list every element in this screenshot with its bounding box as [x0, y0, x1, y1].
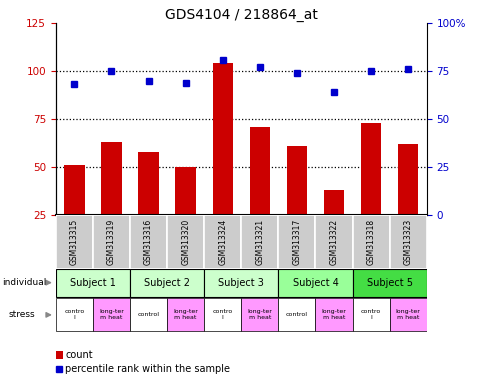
Text: individual: individual — [2, 278, 46, 287]
Text: GSM313322: GSM313322 — [329, 219, 338, 265]
Text: long-ter
m heat: long-ter m heat — [247, 310, 272, 320]
Bar — [286, 146, 306, 263]
Bar — [130, 215, 166, 269]
Text: GSM313324: GSM313324 — [218, 219, 227, 265]
Bar — [130, 270, 204, 297]
Text: Subject 2: Subject 2 — [144, 278, 190, 288]
Text: Subject 1: Subject 1 — [70, 278, 116, 288]
Bar — [249, 127, 270, 263]
Text: GSM313316: GSM313316 — [144, 219, 153, 265]
Text: contro
l: contro l — [212, 310, 232, 320]
Bar — [360, 123, 380, 263]
Text: Subject 5: Subject 5 — [366, 278, 412, 288]
Text: long-ter
m heat: long-ter m heat — [173, 310, 197, 320]
Bar — [389, 298, 426, 331]
Text: GSM313318: GSM313318 — [366, 219, 375, 265]
Bar — [397, 144, 418, 263]
Text: GSM313319: GSM313319 — [106, 219, 116, 265]
Bar — [241, 215, 278, 269]
Bar — [166, 215, 204, 269]
Text: GSM313323: GSM313323 — [403, 219, 412, 265]
Text: control: control — [286, 312, 307, 318]
Bar — [204, 298, 241, 331]
Bar — [93, 298, 130, 331]
Bar — [315, 215, 352, 269]
Bar — [175, 167, 196, 263]
Bar — [166, 298, 204, 331]
Bar — [389, 215, 426, 269]
Text: Subject 3: Subject 3 — [218, 278, 264, 288]
Bar — [56, 270, 130, 297]
Text: GSM313320: GSM313320 — [181, 219, 190, 265]
Bar — [241, 298, 278, 331]
Bar — [278, 215, 315, 269]
Text: long-ter
m heat: long-ter m heat — [99, 310, 123, 320]
Text: long-ter
m heat: long-ter m heat — [321, 310, 346, 320]
Bar — [278, 270, 352, 297]
Text: contro
l: contro l — [64, 310, 84, 320]
Text: long-ter
m heat: long-ter m heat — [395, 310, 420, 320]
Bar — [56, 215, 93, 269]
Text: GSM313321: GSM313321 — [255, 219, 264, 265]
Bar — [352, 270, 426, 297]
Text: stress: stress — [9, 310, 35, 319]
Text: percentile rank within the sample: percentile rank within the sample — [65, 364, 230, 374]
Bar — [352, 298, 389, 331]
Bar — [93, 215, 130, 269]
Text: Subject 4: Subject 4 — [292, 278, 338, 288]
Text: control: control — [137, 312, 159, 318]
Bar — [204, 215, 241, 269]
Text: GSM313315: GSM313315 — [70, 219, 79, 265]
Bar — [204, 270, 278, 297]
Bar — [278, 298, 315, 331]
Bar — [352, 215, 389, 269]
Text: count: count — [65, 350, 93, 360]
Bar — [315, 298, 352, 331]
Bar — [212, 63, 232, 263]
Bar — [64, 165, 84, 263]
Bar — [130, 298, 166, 331]
Bar — [323, 190, 344, 263]
Text: GSM313317: GSM313317 — [292, 219, 301, 265]
Bar — [101, 142, 121, 263]
Bar — [138, 152, 158, 263]
Bar — [56, 298, 93, 331]
Title: GDS4104 / 218864_at: GDS4104 / 218864_at — [165, 8, 317, 22]
Bar — [56, 351, 63, 359]
Text: contro
l: contro l — [360, 310, 380, 320]
